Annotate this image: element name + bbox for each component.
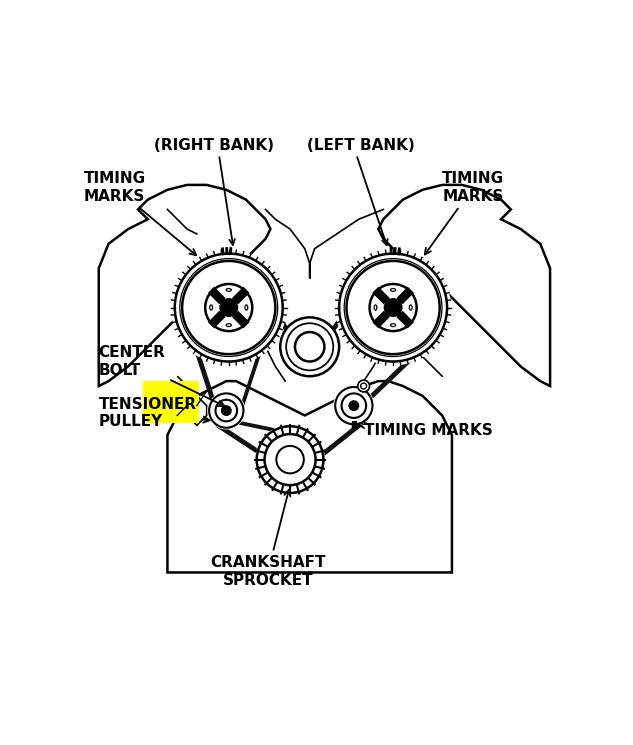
Circle shape	[349, 401, 359, 410]
Text: (LEFT BANK): (LEFT BANK)	[308, 138, 415, 153]
Ellipse shape	[391, 324, 396, 326]
Circle shape	[384, 299, 402, 317]
Text: TIMING
MARKS: TIMING MARKS	[84, 171, 196, 256]
Circle shape	[334, 385, 374, 426]
Circle shape	[277, 446, 304, 473]
Ellipse shape	[374, 305, 377, 310]
Ellipse shape	[410, 305, 412, 310]
Circle shape	[295, 332, 324, 361]
Ellipse shape	[391, 288, 396, 291]
Ellipse shape	[210, 305, 213, 310]
Circle shape	[346, 261, 440, 354]
Circle shape	[370, 284, 417, 331]
Ellipse shape	[226, 324, 231, 326]
Text: (RIGHT BANK): (RIGHT BANK)	[154, 138, 274, 153]
Polygon shape	[167, 381, 452, 572]
Circle shape	[358, 380, 370, 392]
Circle shape	[280, 317, 339, 376]
Circle shape	[208, 392, 245, 429]
Polygon shape	[379, 185, 550, 386]
Circle shape	[220, 299, 237, 317]
Bar	[143, 381, 199, 423]
Circle shape	[171, 250, 287, 366]
Text: CENTER
BOLT: CENTER BOLT	[99, 346, 225, 406]
Circle shape	[205, 284, 253, 331]
Text: TENSIONER
PULLEY: TENSIONER PULLEY	[99, 397, 210, 429]
Ellipse shape	[245, 305, 248, 310]
Ellipse shape	[226, 288, 231, 291]
Circle shape	[182, 261, 275, 354]
Polygon shape	[99, 185, 270, 386]
Circle shape	[335, 250, 451, 366]
Text: CRANKSHAFT
SPROCKET: CRANKSHAFT SPROCKET	[210, 489, 326, 588]
Text: TIMING
MARKS: TIMING MARKS	[425, 171, 505, 255]
Circle shape	[222, 406, 231, 416]
Circle shape	[255, 425, 325, 495]
Circle shape	[265, 434, 316, 485]
Text: TIMING MARKS: TIMING MARKS	[358, 422, 492, 438]
